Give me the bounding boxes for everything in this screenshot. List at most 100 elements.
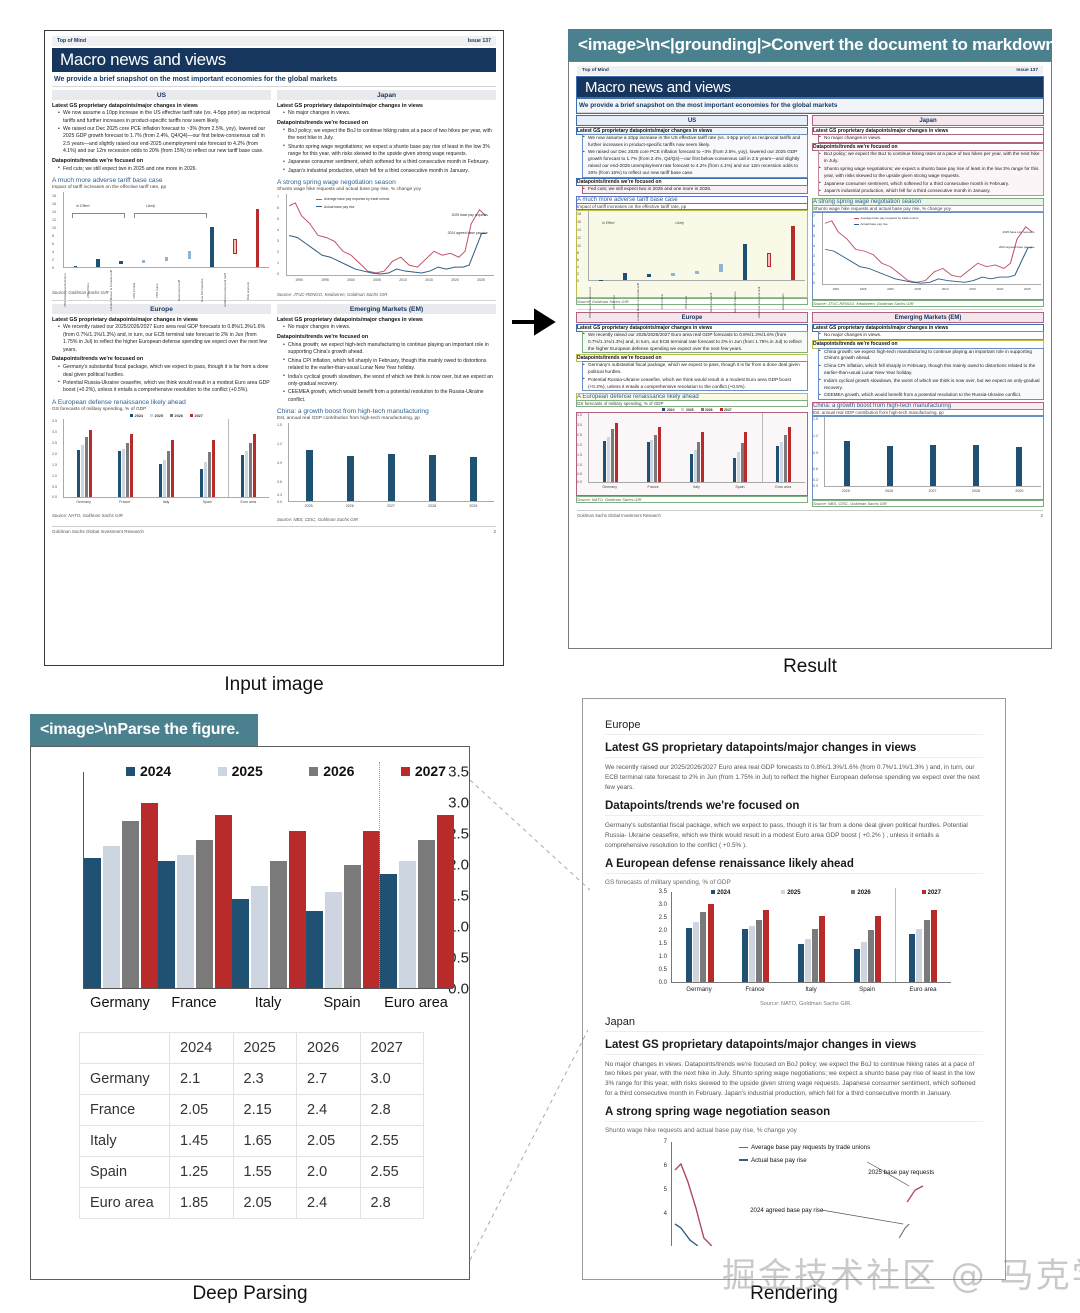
section-divider <box>52 300 496 302</box>
legend-item-2026: 2026 <box>309 763 354 779</box>
list-item: Japan's industrial production, which fel… <box>819 188 1043 195</box>
section-row-2-grounded: Europe Latest GS proprietary datapoints/… <box>576 312 1044 508</box>
europe-defense-chart: 3.5 3.0 2.5 2.0 1.5 1.0 0.5 0.0 <box>52 418 271 511</box>
europe-chart-source: Source: NATO, Goldman Sachs GIR <box>52 512 123 518</box>
em-heading-1: Latest GS proprietary datapoints/major c… <box>812 323 1044 332</box>
list-item: We now assume a 10pp increase in the US … <box>583 134 807 149</box>
japan-heading-1: Latest GS proprietary datapoints/major c… <box>277 102 423 109</box>
us-heading-2: Datapoints/trends we're focused on <box>52 158 144 164</box>
cell-value: 2.55 <box>359 1156 424 1188</box>
top-of-mind-label: Top of Mind <box>582 68 609 73</box>
section-header-us: US <box>52 90 271 100</box>
cell-value: 2.4 <box>296 1187 361 1219</box>
document-title-grounded: Macro news and views <box>576 76 1044 99</box>
bar-group-italy <box>784 892 840 982</box>
japan-bullets-1: No major changes in views. <box>283 110 496 118</box>
list-item: We now assume a 10pp increase in the US … <box>58 110 271 125</box>
europe-chart-subtitle: GS forecasts of military spending, % of … <box>576 400 808 408</box>
cell-value: 2.0 <box>296 1156 361 1188</box>
list-item: Japanese consumer sentiment, which softe… <box>283 159 496 167</box>
bar-group-spain <box>306 772 380 988</box>
legend-item-2024: 2024 <box>662 408 674 412</box>
em-chart-source: Source: NBS, CEIC, Goldman Sachs GIR <box>277 517 359 522</box>
issue-number-label: Issue 137 <box>1016 68 1038 73</box>
list-item: Japanese consumer sentiment, which softe… <box>819 180 1043 188</box>
list-item: BoJ policy; we expect the BoJ to continu… <box>283 127 496 143</box>
em-chart-subtitle: Est. annual real GDP contribution from h… <box>277 416 420 421</box>
divider <box>605 734 983 735</box>
rendering-panel: Europe Latest GS proprietary datapoints/… <box>582 698 1006 1280</box>
europe-bullets-2: Germany's substantial fiscal package, wh… <box>58 364 271 395</box>
parsed-data-table: 2024 2025 2026 2027 Germany 2.1 2.3 2.7 … <box>79 1032 424 1219</box>
legend-item-2026: 2026 <box>170 413 183 418</box>
europe-chart-title: A European defense renaissance likely ah… <box>52 398 186 406</box>
parse-prompt-text: <image>\nParse the figure. <box>40 721 240 738</box>
china-hightech-chart: 1.5 1.2 0.9 0.6 0.3 0.0 2025 2026 2027 2 <box>277 423 496 515</box>
em-bullets-2: China growth; we expect high-tech manufa… <box>283 342 496 404</box>
bar-2027 <box>215 815 232 988</box>
cell-country: Euro area <box>79 1187 170 1219</box>
bar-group-euro-area <box>895 892 951 982</box>
parse-prompt-banner: <image>\nParse the figure. <box>30 714 258 746</box>
bar-2027 <box>363 830 380 988</box>
list-item: We recently raised our 2025/2026/2027 Eu… <box>58 324 271 354</box>
list-item: BoJ policy; we expect the BoJ to continu… <box>819 151 1043 165</box>
em-heading-2: Datapoints/trends we're focused on <box>812 340 1044 349</box>
list-item: No major changes in views. <box>819 331 1043 339</box>
cell-value: 1.45 <box>169 1125 234 1157</box>
us-heading-1: Latest GS proprietary datapoints/major c… <box>576 126 808 135</box>
md-paragraph-japan: No major changes in views. Datapoints/tr… <box>605 1060 976 1098</box>
footer-left: Goldman Sachs Global Investment Research <box>577 513 661 519</box>
list-item: Potential Russia-Ukraine ceasefire, whic… <box>583 376 807 391</box>
list-item: India's cyclical growth slowdown, the wo… <box>283 373 496 389</box>
cell-country: France <box>79 1094 170 1126</box>
europe-bullets-2: Germany's substantial fiscal package, wh… <box>582 361 808 392</box>
result-prompt-banner: <image>\n<|grounding|>Convert the docume… <box>568 29 1060 61</box>
list-item: China growth; we expect high-tech manufa… <box>819 348 1043 363</box>
table-row: France 2.05 2.15 2.4 2.8 <box>79 1094 424 1126</box>
list-item: We raised our Dec 2025 core PCE inflatio… <box>58 126 271 156</box>
bar-2025 <box>177 855 194 988</box>
japan-chart-subtitle: Shunto wage hike requests and actual bas… <box>812 205 1044 213</box>
divider <box>605 757 983 758</box>
md-heading-japan: Japan <box>605 1015 635 1028</box>
legend-item-2027: 2027 <box>719 408 732 412</box>
cell-country: Italy <box>79 1125 170 1157</box>
list-item: Shunto spring wage negotiations; we expe… <box>283 143 496 159</box>
bar-2024 <box>232 898 249 988</box>
md-paragraph-datapoints-europe: Germany's substantial fiscal package, wh… <box>605 821 968 849</box>
md-caption-defense: GS forecasts of military spending, % of … <box>605 878 731 886</box>
list-item: Fed cuts; we still expect two in 2025 an… <box>583 186 807 193</box>
caption-input-image: Input image <box>224 674 324 695</box>
th-blank <box>79 1032 170 1064</box>
section-header-japan: Japan <box>812 115 1044 126</box>
th-2024: 2024 <box>169 1032 234 1064</box>
md-caption-shunto: Shunto wage hike requests and actual bas… <box>605 1127 797 1135</box>
europe-chart-legend-grounded: 2024 2025 2026 2027 <box>587 408 807 412</box>
list-item: China CPI inflation, which fell sharply … <box>283 357 496 373</box>
cell-country: Spain <box>79 1156 170 1188</box>
europe-defense-chart-grounded: 3.5 3.0 2.5 2.0 1.5 1.0 0.5 0.0 <box>576 412 808 497</box>
europe-chart-source: Source: NATO, Goldman Sachs GIR <box>576 496 808 504</box>
document-subtitle: We provide a brief snapshot on the most … <box>52 72 496 87</box>
bar-2026 <box>418 839 435 988</box>
japan-chart-title: A strong spring wage negotiation season <box>277 179 396 187</box>
md-heading-datapoints-europe: Datapoints/trends we're focused on <box>605 799 800 812</box>
legend-item-2027: 2027 <box>400 763 446 779</box>
us-chart-title: A much more adverse tariff base case <box>576 196 808 205</box>
us-heading-2: Datapoints/trends we're focused on <box>576 178 808 187</box>
x-label-spain: Spain <box>323 995 361 1011</box>
bar-2027 <box>289 830 306 988</box>
result-panel: Top of Mind Issue 137 Macro news and vie… <box>568 61 1052 649</box>
section-us: US Latest GS proprietary datapoints/majo… <box>52 90 271 311</box>
em-heading-2: Datapoints/trends we're focused on <box>277 334 369 341</box>
legend-item-2024: 2024 <box>711 889 730 896</box>
x-label-italy: Italy <box>254 995 282 1011</box>
table-row: Germany 2.1 2.3 2.7 3.0 <box>79 1063 424 1095</box>
bar-2027 <box>437 815 454 988</box>
deep-parsing-panel: 2024 2025 2026 2027 3.5 3.0 2.5 2.0 1.5 … <box>30 746 470 1280</box>
bar-2024 <box>158 861 175 988</box>
y-tick-6: 6 <box>663 1163 667 1170</box>
